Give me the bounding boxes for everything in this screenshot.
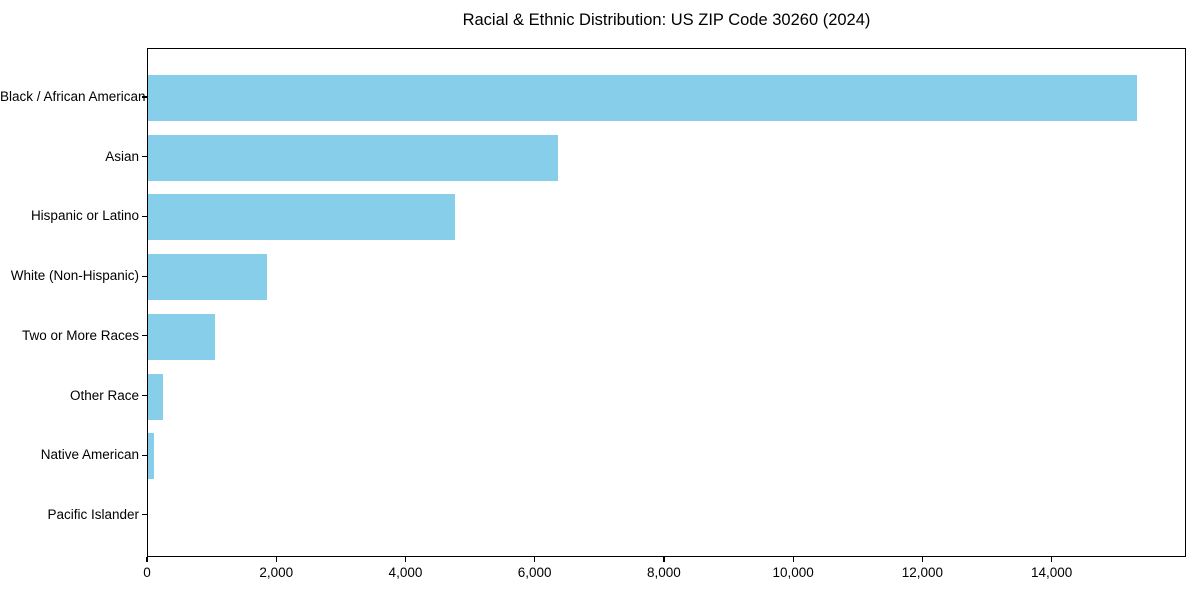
x-tick-mark xyxy=(1051,557,1053,562)
x-tick-label-6000: 6,000 xyxy=(517,565,552,580)
x-tick-mark xyxy=(275,557,277,562)
x-tick-mark xyxy=(146,557,148,562)
y-tick-label-other-race: Other Race xyxy=(69,387,139,403)
bar-hispanic-or-latino xyxy=(148,194,455,241)
y-tick-label-black-african-american: Black / African American xyxy=(0,89,146,104)
y-tick-mark xyxy=(142,156,147,158)
y-tick-label-pacific-islander: Pacific Islander xyxy=(47,506,139,522)
bar-two-or-more-races xyxy=(148,313,215,360)
plot-area xyxy=(147,48,1186,557)
x-tick-mark xyxy=(792,557,794,562)
x-tick-label-12000: 12,000 xyxy=(901,565,944,580)
bar-black-african-american xyxy=(148,75,1137,121)
x-tick-label-8000: 8,000 xyxy=(647,565,681,580)
chart-title: Racial & Ethnic Distribution: US ZIP Cod… xyxy=(462,11,871,29)
bar-native-american xyxy=(148,433,155,480)
bar-asian xyxy=(148,134,559,181)
x-tick-label-14000: 14,000 xyxy=(1030,565,1073,580)
y-tick-label-hispanic-or-latino: Hispanic or Latino xyxy=(30,208,139,224)
y-tick-label-two-or-more-races: Two or More Races xyxy=(21,327,139,343)
y-tick-mark xyxy=(142,96,147,98)
x-tick-label-4000: 4,000 xyxy=(388,565,423,580)
x-tick-label-2000: 2,000 xyxy=(259,565,294,580)
bar-other-race xyxy=(148,373,163,420)
y-tick-label-asian: Asian xyxy=(105,148,139,164)
y-tick-mark xyxy=(142,335,147,337)
y-tick-mark xyxy=(142,275,147,277)
x-tick-label-0: 0 xyxy=(143,565,151,580)
x-tick-mark xyxy=(663,557,665,562)
y-tick-label-white-non-hispanic: White (Non-Hispanic) xyxy=(10,268,139,284)
y-tick-mark xyxy=(142,394,147,397)
y-tick-mark xyxy=(142,454,147,456)
y-tick-label-native-american: Native American xyxy=(40,447,139,463)
x-tick-mark xyxy=(534,557,536,562)
x-tick-mark xyxy=(921,557,923,562)
y-tick-mark xyxy=(142,514,147,516)
bar-white-non-hispanic xyxy=(148,254,267,301)
x-tick-mark xyxy=(404,557,407,562)
x-tick-label-10000: 10,000 xyxy=(772,565,814,580)
y-tick-mark xyxy=(142,215,147,217)
